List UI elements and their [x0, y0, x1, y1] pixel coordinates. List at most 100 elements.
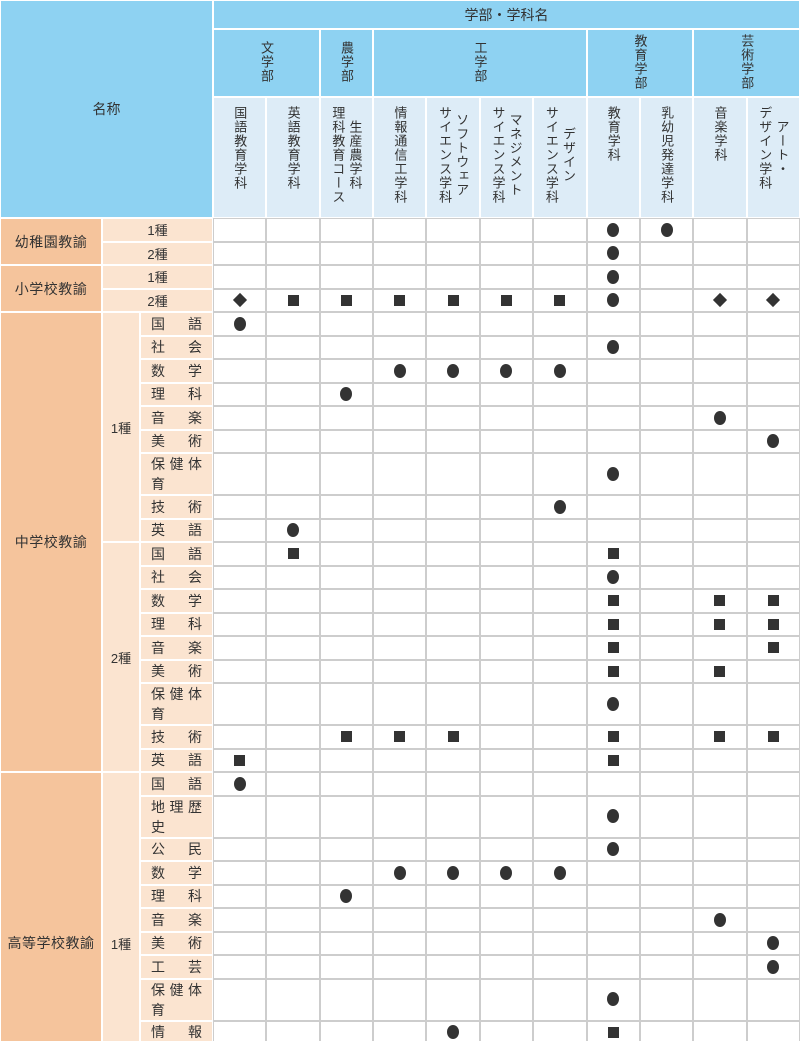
matrix-cell	[693, 265, 747, 289]
matrix-cell	[693, 612, 747, 636]
matrix-cell	[319, 218, 374, 242]
matrix-cell	[746, 335, 800, 359]
matrix-cell	[426, 659, 480, 683]
matrix-cell	[213, 978, 267, 1021]
matrix-cell	[639, 518, 694, 542]
matrix-cell	[746, 659, 800, 683]
square-marker	[340, 294, 352, 306]
circle-marker	[287, 523, 300, 538]
matrix-row: 高等学校教諭 1種 国語	[0, 772, 800, 1041]
matrix-cell	[373, 931, 427, 955]
matrix-cell	[373, 218, 427, 242]
matrix-cell	[479, 288, 534, 312]
matrix-cell	[319, 636, 374, 660]
matrix-cell	[586, 795, 640, 838]
matrix-cell	[213, 565, 267, 589]
square-marker	[714, 731, 726, 743]
matrix-cell	[319, 265, 374, 289]
matrix-cell	[373, 312, 427, 336]
matrix-cell	[426, 978, 480, 1021]
matrix-cell	[533, 218, 587, 242]
matrix-cell	[586, 772, 640, 796]
circle-marker	[607, 842, 620, 857]
matrix-cell	[266, 495, 320, 519]
matrix-cell	[479, 589, 534, 613]
circle-marker	[660, 222, 673, 237]
matrix-cell	[479, 312, 534, 336]
matrix-cell	[266, 884, 320, 908]
faculty-name-label: 文学部	[258, 40, 274, 83]
matrix-cell	[533, 565, 587, 589]
matrix-cell	[213, 1020, 267, 1041]
department-name-label: 英語教育学科	[285, 106, 301, 190]
matrix-cell	[639, 772, 694, 796]
matrix-cell	[426, 335, 480, 359]
matrix-cell	[213, 884, 267, 908]
circle-marker	[553, 865, 566, 880]
certificate-type-cell: 2種	[102, 288, 213, 312]
subject-label-cell: 工芸	[140, 955, 213, 979]
matrix-cell	[533, 335, 587, 359]
matrix-cell	[373, 429, 427, 453]
faculty-header-cell: 工学部	[373, 29, 587, 97]
circle-marker	[607, 222, 620, 237]
matrix-cell	[266, 1020, 320, 1041]
matrix-cell	[479, 748, 534, 772]
matrix-cell	[693, 795, 747, 838]
matrix-cell	[266, 725, 320, 749]
matrix-cell	[533, 265, 587, 289]
square-marker	[767, 618, 779, 630]
matrix-cell	[426, 795, 480, 838]
matrix-cell	[319, 612, 374, 636]
matrix-cell	[639, 978, 694, 1021]
matrix-cell	[266, 683, 320, 725]
matrix-cell	[693, 406, 747, 430]
matrix-cell	[586, 241, 640, 265]
matrix-cell	[373, 748, 427, 772]
matrix-cell	[746, 683, 800, 725]
matrix-cell	[373, 659, 427, 683]
square-marker	[607, 595, 619, 607]
matrix-cell	[213, 542, 267, 566]
matrix-row: 幼稚園教諭 1種	[0, 218, 800, 265]
matrix-cell	[373, 725, 427, 749]
certificate-type-cell: 1種	[102, 772, 140, 1041]
matrix-cell	[479, 725, 534, 749]
matrix-cell	[586, 612, 640, 636]
matrix-cell	[479, 1020, 534, 1041]
matrix-cell	[479, 565, 534, 589]
matrix-row: 英語	[0, 518, 800, 542]
group-label-cell: 高等学校教諭	[0, 772, 102, 1041]
matrix-cell	[213, 725, 267, 749]
matrix-cell	[213, 795, 267, 838]
circle-marker	[607, 269, 620, 284]
matrix-cell	[586, 884, 640, 908]
faculty-name-label: 教育学部	[632, 33, 648, 90]
matrix-cell	[479, 837, 534, 861]
matrix-cell	[426, 884, 480, 908]
square-marker	[340, 731, 352, 743]
matrix-cell	[426, 683, 480, 725]
matrix-cell	[693, 542, 747, 566]
circle-marker	[553, 363, 566, 378]
matrix-cell	[373, 978, 427, 1021]
subject-label-cell: 数学	[140, 359, 213, 383]
matrix-cell	[373, 1020, 427, 1041]
matrix-cell	[693, 241, 747, 265]
matrix-cell	[373, 884, 427, 908]
matrix-cell	[266, 218, 320, 242]
circle-marker	[607, 570, 620, 585]
department-header-cell: 乳幼児発達学科	[639, 97, 694, 218]
matrix-cell	[693, 725, 747, 749]
matrix-cell	[213, 837, 267, 861]
matrix-row: 数学	[0, 589, 800, 613]
circle-marker	[713, 410, 726, 425]
faculty-name-label: 工学部	[472, 40, 488, 83]
matrix-cell	[373, 453, 427, 495]
circle-marker	[607, 246, 620, 261]
matrix-cell	[373, 265, 427, 289]
matrix-cell	[746, 218, 800, 242]
matrix-cell	[586, 382, 640, 406]
matrix-cell	[479, 265, 534, 289]
circle-marker	[607, 696, 620, 711]
